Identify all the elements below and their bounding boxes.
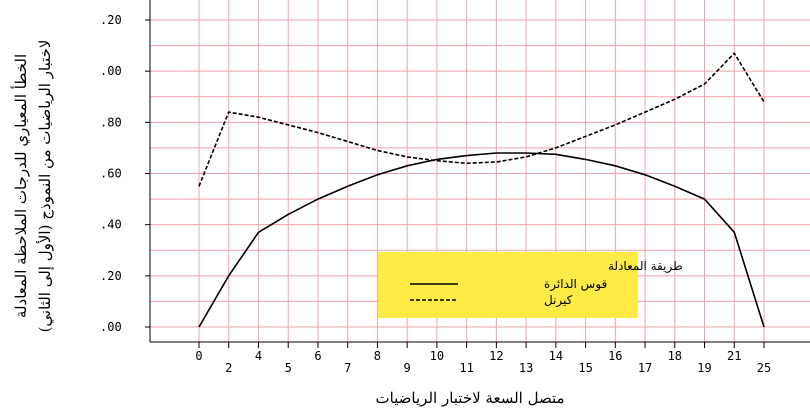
y-tick-label: .40 xyxy=(100,218,122,232)
x-tick-label: 25 xyxy=(757,361,771,375)
x-tick-label: 13 xyxy=(519,361,533,375)
y-tick-label: .00 xyxy=(100,320,122,334)
y-tick-label: .20 xyxy=(100,269,122,283)
x-tick-label: 4 xyxy=(255,349,262,363)
x-tick-label: 10 xyxy=(430,349,444,363)
x-tick-label: 21 xyxy=(727,349,741,363)
axis-labels: متصل السعة لاختبار الرياضيات الخطأ المعيا… xyxy=(11,40,565,407)
x-tick-label: 2 xyxy=(225,361,232,375)
x-tick-label: 18 xyxy=(668,349,682,363)
y-axis-title-line1: الخطأ المعياري للدرجات الملاحظة المعادلة xyxy=(11,54,30,318)
y-tick-label: .80 xyxy=(100,115,122,129)
x-tick-label: 6 xyxy=(314,349,321,363)
x-tick-label: 15 xyxy=(578,361,592,375)
y-tick-label: .20 xyxy=(100,13,122,27)
x-tick-label: 19 xyxy=(697,361,711,375)
series-line-0 xyxy=(198,152,765,328)
x-tick-label: 14 xyxy=(549,349,563,363)
y-tick-label: .60 xyxy=(100,167,122,181)
x-tick-label: 12 xyxy=(489,349,503,363)
legend-label-1: كيرنل xyxy=(544,293,573,308)
axes: .00 .20 .40 .60 .80 .00 .20 0 2 4 5 6 7 8 9 10 11 12 13 14 1… xyxy=(100,0,810,375)
x-tick-label: 9 xyxy=(404,361,411,375)
legend-label-0: قوس الدائرة xyxy=(544,277,607,292)
x-tick-label: 0 xyxy=(195,349,202,363)
series-layer xyxy=(198,52,765,328)
x-tick-label: 7 xyxy=(344,361,351,375)
y-axis-title-line2: لاختبار الرياضيات من النموذج (الأول إلى … xyxy=(36,40,54,333)
x-tick-label: 16 xyxy=(608,349,622,363)
x-tick-label: 8 xyxy=(374,349,381,363)
x-tick-label: 17 xyxy=(638,361,652,375)
legend-box xyxy=(378,252,638,318)
x-tick-label: 11 xyxy=(459,361,473,375)
legend-title: طريقة المعادلة xyxy=(608,259,683,274)
x-axis-title: متصل السعة لاختبار الرياضيات xyxy=(375,389,564,407)
y-tick-label: .00 xyxy=(100,64,122,78)
x-tick-label: 5 xyxy=(285,361,292,375)
series-line-1 xyxy=(198,52,765,187)
